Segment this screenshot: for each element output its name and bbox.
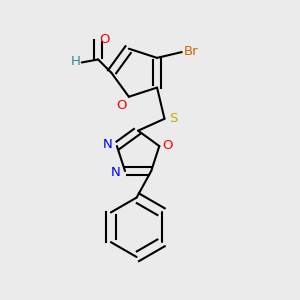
Text: O: O [116,99,127,112]
Text: N: N [103,138,113,151]
Text: O: O [99,33,109,46]
Text: O: O [162,139,173,152]
Text: N: N [111,166,121,179]
Text: H: H [71,56,81,68]
Text: Br: Br [184,45,199,58]
Text: S: S [169,112,178,125]
